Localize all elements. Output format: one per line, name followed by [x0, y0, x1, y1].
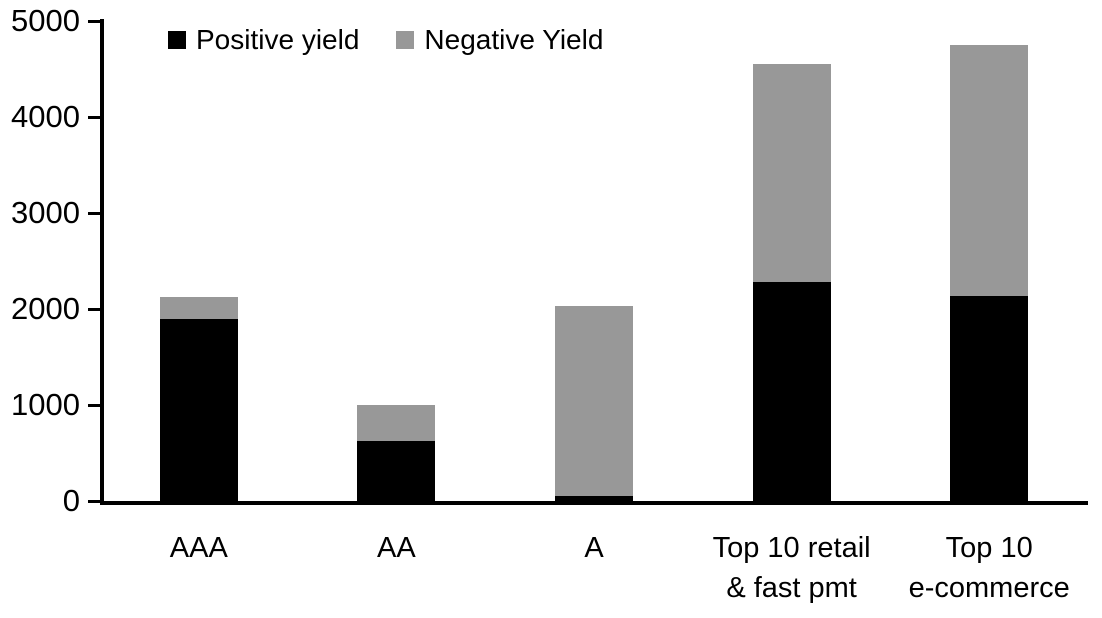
- x-category-label-aaa: AAA: [169, 532, 228, 564]
- y-tick: [88, 20, 101, 23]
- bar-segment-negative-yield-aa: [357, 405, 436, 442]
- y-tick: [88, 308, 101, 311]
- legend-label: Positive yield: [196, 24, 360, 55]
- bar-segment-positive-yield-a: [555, 496, 633, 501]
- bar-segment-positive-yield-top-10-retail: [752, 282, 831, 501]
- legend-swatch-positive-yield: [168, 31, 186, 49]
- bar-segment-negative-yield-top-10-retail: [752, 64, 831, 283]
- x-category-label-a: A: [584, 532, 604, 564]
- legend-label: Negative Yield: [424, 24, 604, 55]
- legend-swatch-negative-yield: [396, 31, 415, 49]
- y-tick: [88, 500, 101, 503]
- y-tick: [88, 116, 101, 119]
- legend-item-positive-yield: Positive yield: [168, 24, 359, 56]
- x-category-label-top-10-retail: Top 10 retail & fast pmt: [712, 532, 871, 604]
- y-tick-label: 1000: [11, 387, 80, 422]
- y-tick-label: 5000: [11, 3, 80, 38]
- y-tick: [88, 212, 101, 215]
- legend-item-negative-yield: Negative Yield: [396, 24, 603, 56]
- y-tick-label: 0: [62, 483, 80, 518]
- x-category-label-top-10: Top 10 e-commerce: [908, 532, 1070, 604]
- y-tick-label: 3000: [11, 195, 80, 230]
- y-axis-line: [100, 19, 104, 504]
- y-tick-label: 4000: [11, 99, 80, 134]
- bar-segment-negative-yield-a: [555, 306, 633, 497]
- bar-segment-positive-yield-top-10: [950, 295, 1029, 501]
- bar-segment-positive-yield-aa: [357, 441, 436, 501]
- y-tick-label: 2000: [11, 291, 80, 326]
- y-tick: [88, 404, 101, 407]
- x-category-label-aa: AA: [377, 532, 416, 564]
- bar-segment-positive-yield-aaa: [159, 318, 238, 501]
- x-axis-line: [100, 501, 1088, 505]
- bar-segment-negative-yield-aaa: [159, 297, 238, 319]
- chart-legend: Positive yield Negative Yield: [168, 24, 603, 56]
- bar-segment-negative-yield-top-10: [950, 45, 1029, 296]
